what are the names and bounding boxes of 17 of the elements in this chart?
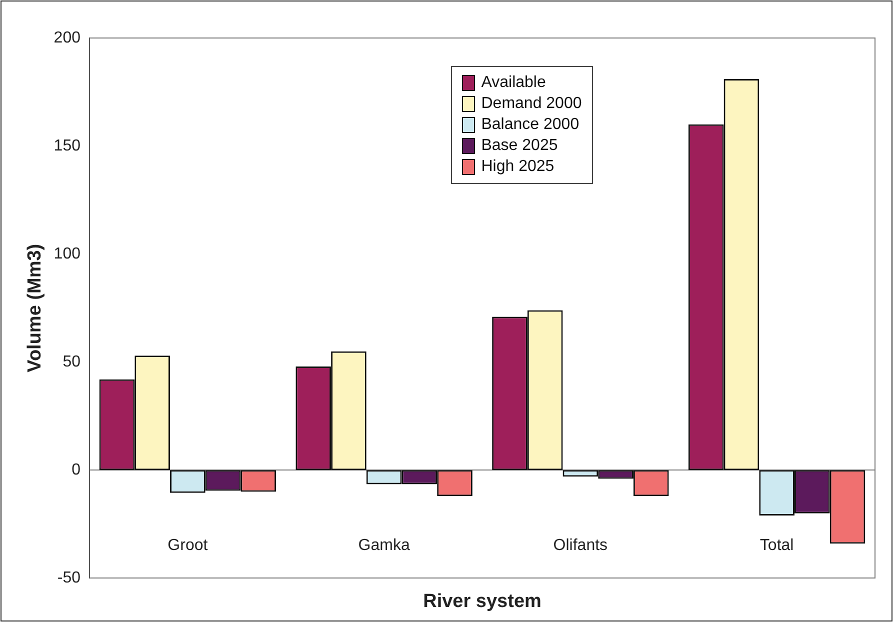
legend-label: Available — [481, 74, 546, 92]
x-tick-label: Total — [760, 537, 794, 554]
legend-label: Base 2025 — [481, 137, 558, 155]
x-tick-label: Gamka — [358, 537, 410, 554]
legend-label: Demand 2000 — [481, 95, 582, 113]
y-tick-label: 200 — [54, 29, 81, 46]
x-axis-title: River system — [423, 590, 542, 612]
y-tick-label: 100 — [54, 245, 81, 262]
y-tick-label: -50 — [57, 570, 81, 587]
x-tick-label: Groot — [168, 537, 208, 554]
y-axis-title: Volume (Mm3) — [24, 244, 46, 372]
legend-label: High 2025 — [481, 158, 554, 176]
x-tick-label: Olifants — [553, 537, 608, 554]
legend-label: Balance 2000 — [481, 116, 580, 134]
y-tick-label: 0 — [72, 462, 81, 479]
y-tick-label: 50 — [62, 354, 81, 371]
y-tick-label: 150 — [54, 137, 81, 154]
